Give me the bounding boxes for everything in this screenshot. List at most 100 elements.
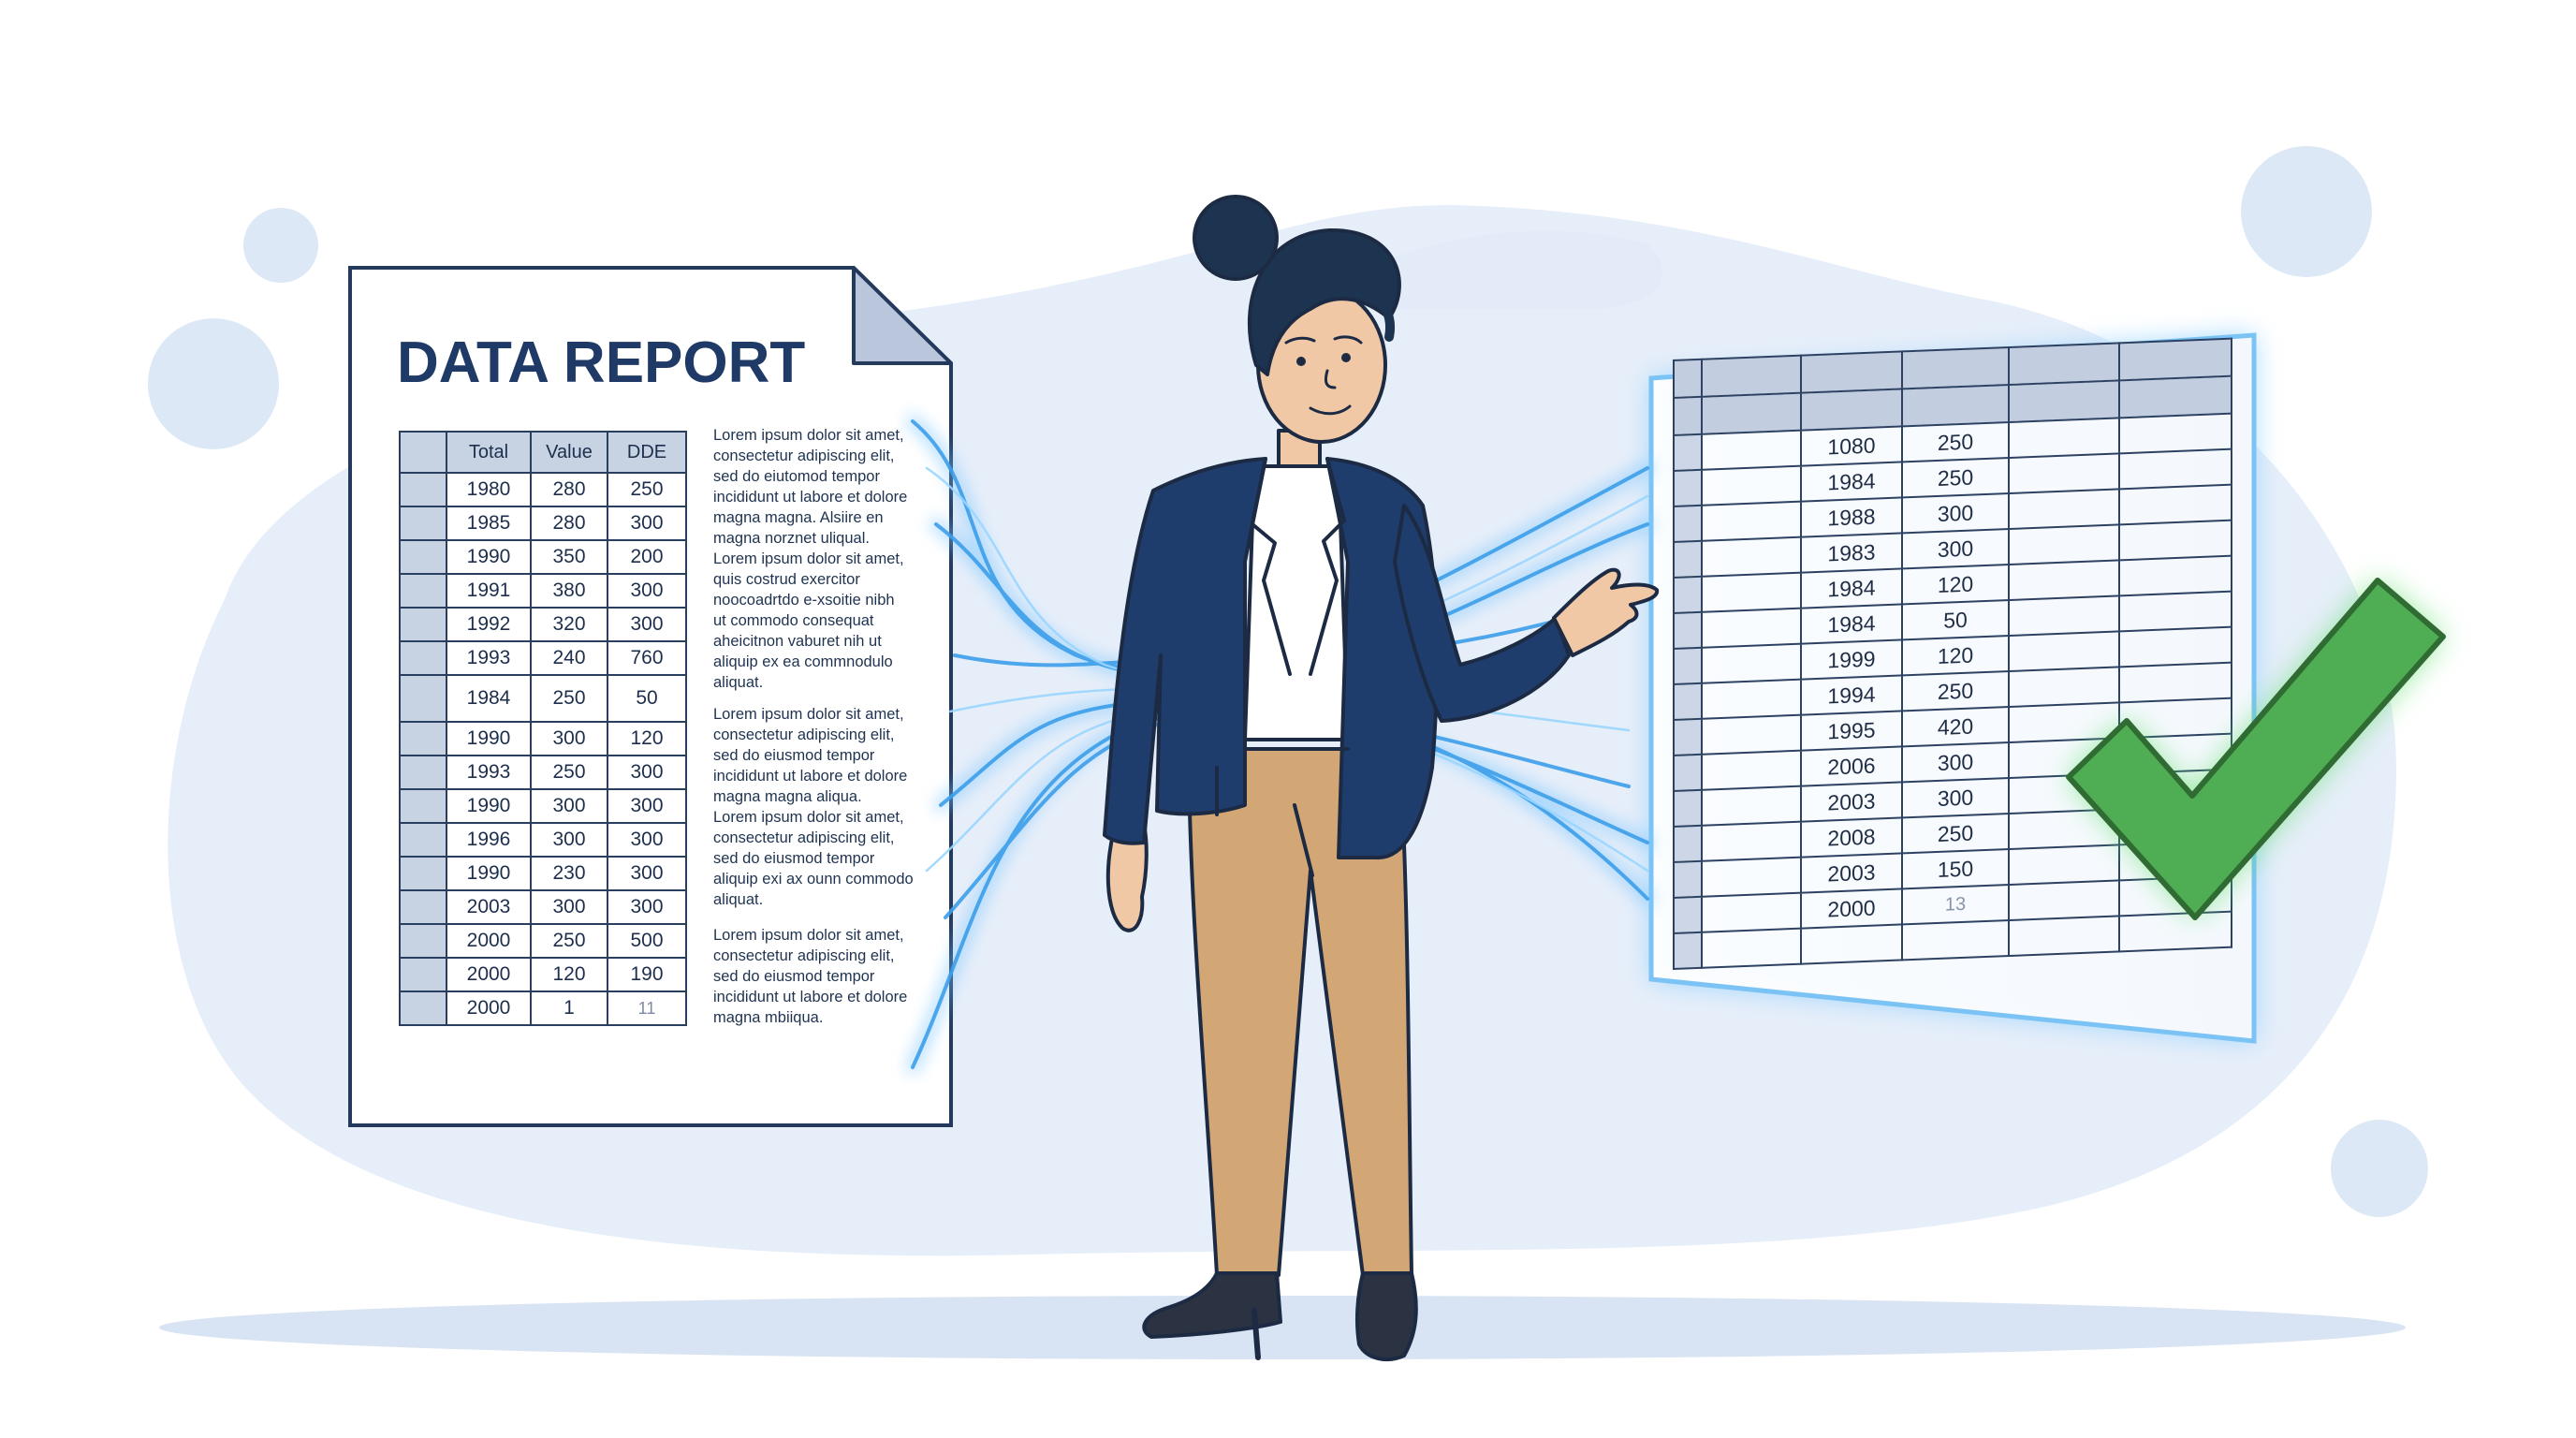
table-cell: 120 bbox=[530, 957, 608, 992]
jacket bbox=[1103, 457, 1267, 845]
row-index-cell bbox=[399, 957, 447, 992]
table-cell: 300 bbox=[530, 822, 608, 858]
table-cell: 300 bbox=[607, 788, 687, 824]
hand bbox=[1552, 567, 1660, 657]
row-index-cell bbox=[399, 990, 447, 1026]
row-index-cell bbox=[399, 755, 447, 790]
row-index-cell bbox=[399, 607, 447, 642]
table-cell: 1992 bbox=[446, 607, 532, 642]
report-paragraph: Lorem ipsum dolor sit amet, consectetur … bbox=[713, 706, 908, 805]
table-cell: 300 bbox=[530, 889, 608, 925]
table-cell: 2003 bbox=[446, 889, 532, 925]
decor-circle bbox=[243, 208, 318, 283]
decor-circle bbox=[148, 318, 279, 449]
row-index-cell bbox=[399, 856, 447, 891]
table-row: 1996 300 300 bbox=[399, 822, 687, 858]
table-cell: 300 bbox=[607, 889, 687, 925]
table-cell: 760 bbox=[607, 640, 687, 676]
report-paragraph: Lorem ipsum dolor sit amet, consectetur … bbox=[713, 427, 908, 547]
table-row: 1991 380 300 bbox=[399, 573, 687, 609]
hand bbox=[1105, 822, 1149, 932]
table-cell: 1985 bbox=[446, 506, 532, 541]
table-cell: 120 bbox=[607, 721, 687, 756]
trousers bbox=[1187, 747, 1413, 1277]
row-index-cell bbox=[399, 822, 447, 858]
hair-bun bbox=[1193, 195, 1279, 281]
table-cell: 1 bbox=[530, 990, 608, 1026]
table-row: 1990 230 300 bbox=[399, 856, 687, 891]
table-cell: 300 bbox=[607, 573, 687, 609]
table-cell: 230 bbox=[530, 856, 608, 891]
table-row: 1984 250 50 bbox=[399, 674, 687, 723]
table-cell: 350 bbox=[530, 539, 608, 575]
table-cell: 1993 bbox=[446, 755, 532, 790]
table-row: 2000 1 11 bbox=[399, 990, 687, 1026]
table-cell: 280 bbox=[530, 472, 608, 507]
table-cell: 1990 bbox=[446, 721, 532, 756]
table-cell: 320 bbox=[530, 607, 608, 642]
table-cell: 11 bbox=[607, 990, 687, 1026]
column-header: Value bbox=[530, 431, 608, 474]
row-index-cell bbox=[399, 674, 447, 723]
decor-circle bbox=[2331, 1120, 2428, 1217]
report-paragraph: Lorem ipsum dolor sit amet, consectetur … bbox=[713, 927, 908, 1026]
table-cell: 2000 bbox=[446, 923, 532, 959]
table-cell: 300 bbox=[607, 607, 687, 642]
row-index-cell bbox=[399, 573, 447, 609]
row-index-cell bbox=[399, 923, 447, 959]
jacket-sleeve bbox=[1393, 504, 1571, 723]
table-row: 2000 120 190 bbox=[399, 957, 687, 992]
table-row: 1990 300 300 bbox=[399, 788, 687, 824]
table-cell: 200 bbox=[607, 539, 687, 575]
document-fold bbox=[852, 266, 953, 365]
table-cell: 1984 bbox=[446, 674, 532, 723]
shoe bbox=[1354, 1271, 1418, 1361]
document-title: DATA REPORT bbox=[397, 330, 806, 395]
table-cell: 250 bbox=[530, 674, 608, 723]
report-paragraph: Lorem ipsum dolor sit amet, quis costrud… bbox=[713, 550, 904, 691]
table-cell: 50 bbox=[607, 674, 687, 723]
table-row: 1990 300 120 bbox=[399, 721, 687, 756]
table-cell: 1990 bbox=[446, 856, 532, 891]
table-cell: 300 bbox=[607, 822, 687, 858]
table-cell: 250 bbox=[530, 755, 608, 790]
row-index-cell bbox=[399, 889, 447, 925]
row-index-cell bbox=[399, 640, 447, 676]
table-cell: 1991 bbox=[446, 573, 532, 609]
table-cell: 240 bbox=[530, 640, 608, 676]
table-cell: 1996 bbox=[446, 822, 532, 858]
decor-circle bbox=[2241, 146, 2372, 277]
table-cell: 300 bbox=[607, 856, 687, 891]
table-cell: 1980 bbox=[446, 472, 532, 507]
row-index-cell bbox=[399, 721, 447, 756]
table-cell: 250 bbox=[607, 472, 687, 507]
shoe bbox=[1142, 1271, 1282, 1339]
document-table: Total Value DDE 1980 280 250 1985 280 300 1990… bbox=[399, 431, 687, 1026]
table-cell: 380 bbox=[530, 573, 608, 609]
shirt bbox=[1243, 464, 1350, 741]
column-header bbox=[399, 431, 447, 474]
table-cell: 300 bbox=[607, 506, 687, 541]
row-index-cell bbox=[399, 788, 447, 824]
table-cell: 500 bbox=[607, 923, 687, 959]
table-cell: 2000 bbox=[446, 990, 532, 1026]
table-row: 1992 320 300 bbox=[399, 607, 687, 642]
column-header: DDE bbox=[607, 431, 687, 474]
table-cell: 1990 bbox=[446, 788, 532, 824]
report-paragraph: Lorem ipsum dolor sit amet, consectetur … bbox=[713, 809, 914, 908]
table-row: 1985 280 300 bbox=[399, 506, 687, 541]
person-illustration bbox=[1103, 195, 1660, 1361]
floor-shadow bbox=[159, 1296, 2406, 1359]
table-row: 1980 280 250 bbox=[399, 472, 687, 507]
table-row: 1993 250 300 bbox=[399, 755, 687, 790]
table-cell: 190 bbox=[607, 957, 687, 992]
table-cell: 300 bbox=[607, 755, 687, 790]
column-header: Total bbox=[446, 431, 532, 474]
table-cell: 280 bbox=[530, 506, 608, 541]
table-cell: 300 bbox=[530, 721, 608, 756]
table-row: 1990 350 200 bbox=[399, 539, 687, 575]
row-index-cell bbox=[399, 472, 447, 507]
table-cell: 300 bbox=[530, 788, 608, 824]
